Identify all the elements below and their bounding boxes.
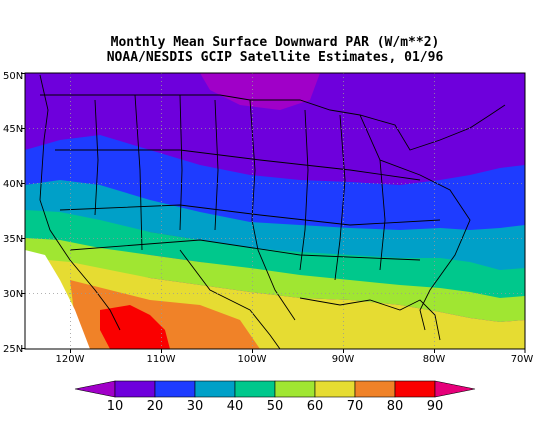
colorbar-swatch [274, 380, 316, 398]
x-tick-label: 120W [56, 354, 85, 365]
colorbar-swatch [394, 380, 436, 398]
x-axis-labels: 120W 110W 100W 90W 80W 70W [56, 354, 534, 365]
x-tick-label: 70W [511, 354, 534, 365]
y-tick-label: 40N [3, 179, 23, 190]
tick-marks [21, 73, 526, 353]
y-tick-label: 35N [3, 234, 23, 245]
colorbar-label: 50 [267, 399, 284, 414]
colorbar-label: 60 [307, 399, 324, 414]
colorbar-swatch [354, 380, 396, 398]
colorbar-swatch [234, 380, 276, 398]
y-tick-label: 25N [3, 344, 23, 355]
colorbar-swatch [194, 380, 236, 398]
colorbar-swatch [114, 380, 156, 398]
colorbar-swatch [314, 380, 356, 398]
colorbar: 10 20 30 40 50 60 70 80 90 [74, 380, 476, 414]
political-boundaries [39, 74, 506, 349]
colorbar-label: 70 [347, 399, 364, 414]
colorbar-label: 90 [427, 399, 444, 414]
colorbar-label: 80 [387, 399, 404, 414]
par-field [25, 73, 525, 349]
map-title-line-1: Monthly Mean Surface Downward PAR (W/m**… [110, 35, 440, 50]
y-tick-label: 50N [3, 71, 23, 82]
lat-lon-grid [25, 73, 525, 349]
colorbar-label: 30 [187, 399, 204, 414]
colorbar-swatch [434, 380, 476, 398]
x-tick-label: 110W [147, 354, 176, 365]
y-axis-labels: 25N 30N 35N 40N 45N 50N [3, 71, 23, 355]
y-tick-label: 30N [3, 289, 23, 300]
colorbar-label: 10 [107, 399, 124, 414]
x-tick-label: 100W [238, 354, 267, 365]
colorbar-swatch [74, 380, 116, 398]
colorbar-label: 20 [147, 399, 164, 414]
colorbar-swatch [154, 380, 196, 398]
map-frame [24, 72, 526, 350]
colorbar-label: 40 [227, 399, 244, 414]
x-tick-label: 90W [332, 354, 355, 365]
x-tick-label: 80W [423, 354, 446, 365]
y-tick-label: 45N [3, 124, 23, 135]
map-title-line-2: NOAA/NESDIS GCIP Satellite Estimates, 01… [106, 50, 444, 65]
